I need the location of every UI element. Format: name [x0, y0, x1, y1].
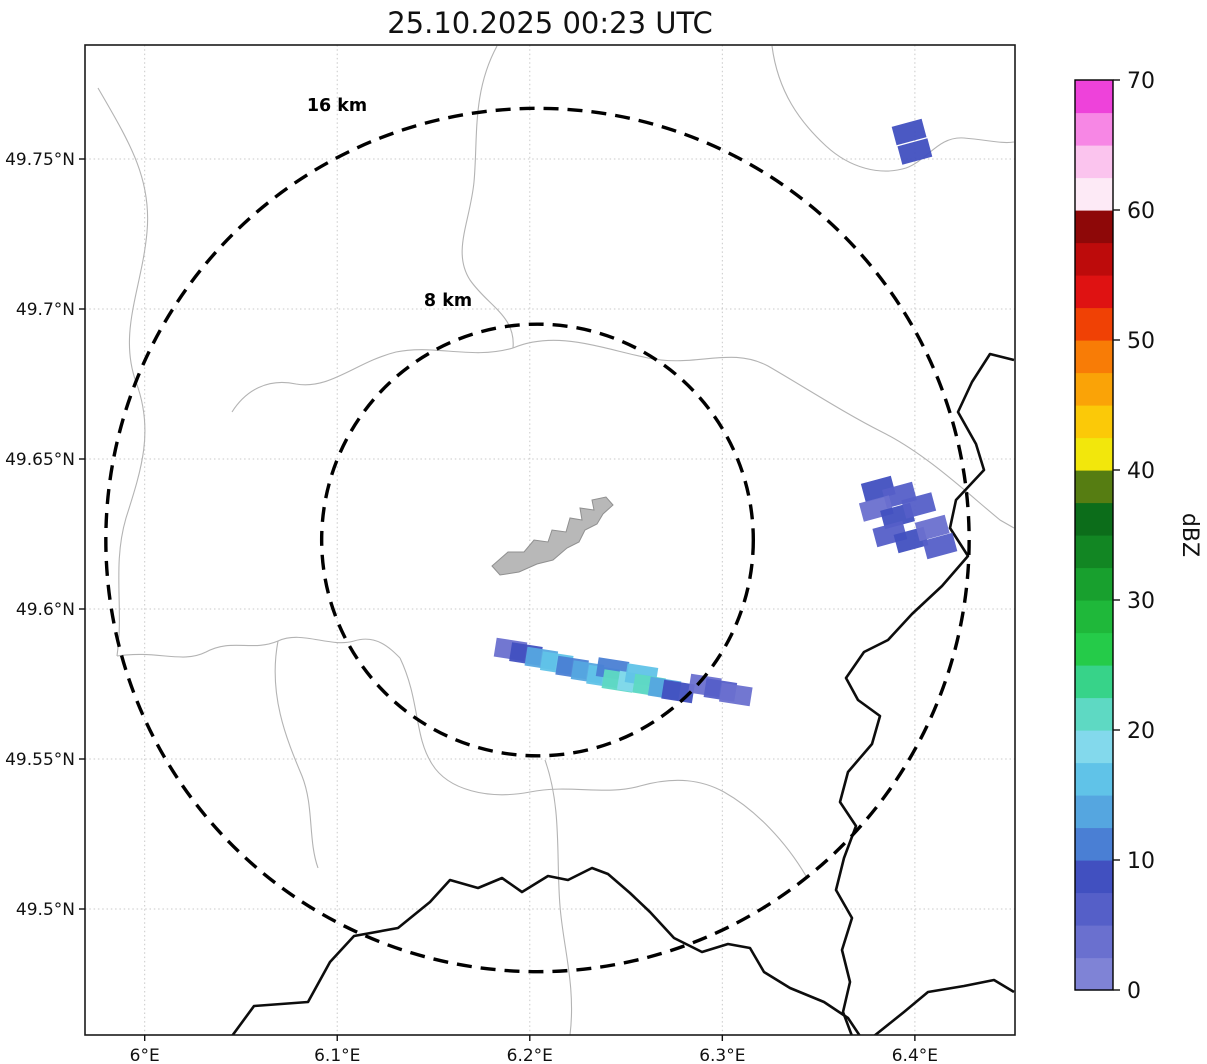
colorbar-tick-label: 70: [1127, 69, 1155, 94]
colorbar-tick-label: 60: [1127, 199, 1155, 224]
y-tick-label: 49.55°N: [5, 750, 75, 770]
range-ring-layer: 8 km 16 km: [104, 96, 971, 974]
colorbar-segment: [1075, 177, 1113, 211]
y-tick-label: 49.75°N: [5, 150, 75, 170]
colorbar-segment: [1075, 437, 1113, 471]
colorbar-segment: [1075, 405, 1113, 439]
radar-echo-cell: [897, 138, 933, 165]
colorbar-segment: [1075, 665, 1113, 699]
colorbar-tick-label: 30: [1127, 589, 1155, 614]
y-tick-label: 49.65°N: [5, 450, 75, 470]
admin-border-line: [399, 657, 807, 877]
admin-border-line: [544, 759, 573, 1035]
range-ring-label: 16 km: [307, 96, 367, 116]
colorbar-segment: [1075, 567, 1113, 601]
plot-frame: [84, 44, 1016, 1036]
colorbar-segment: [1075, 372, 1113, 406]
colorbar-segment: [1075, 925, 1113, 959]
colorbar-tick-label: 50: [1127, 329, 1155, 354]
country-border-southeast: [873, 978, 1015, 1035]
country-border-south: [231, 866, 861, 1035]
colorbar-segment: [1075, 697, 1113, 731]
colorbar-segment: [1075, 145, 1113, 179]
colorbar-segment: [1075, 535, 1113, 569]
colorbar-segment: [1075, 80, 1113, 114]
x-tick-label: 6.4°E: [892, 1046, 938, 1064]
river-moselle: [834, 352, 1015, 1035]
admin-border-line: [231, 347, 514, 413]
colorbar-tick-label: 20: [1127, 719, 1155, 744]
figure-title: 25.10.2025 00:23 UTC: [387, 6, 713, 40]
colorbar-segment: [1075, 210, 1113, 244]
y-tick-label: 49.7°N: [16, 300, 75, 320]
radar-echo-layer: [493, 118, 958, 707]
colorbar-segment: [1075, 275, 1113, 309]
colorbar-tick-label: 10: [1127, 849, 1155, 874]
range-ring: [104, 106, 971, 974]
colorbar-tick-label: 0: [1127, 979, 1141, 1004]
y-tick-label: 49.5°N: [16, 900, 75, 920]
x-tick-label: 6.1°E: [314, 1046, 360, 1064]
colorbar-segment: [1075, 762, 1113, 796]
radar-echo-cell: [901, 492, 937, 519]
colorbar-segment: [1075, 242, 1113, 276]
colorbar: 0 10 20 30 40 50 60 70: [1074, 69, 1155, 1004]
colorbar-segment: [1075, 502, 1113, 536]
radar-echo-cell: [891, 118, 927, 146]
colorbar-segment: [1075, 340, 1113, 374]
x-tick-label: 6.3°E: [699, 1046, 745, 1064]
admin-border-line: [274, 640, 319, 869]
colorbar-segment: [1075, 957, 1113, 991]
range-ring-label: 8 km: [424, 291, 472, 311]
colorbar-tick-label: 40: [1127, 459, 1155, 484]
airport-outline: [491, 496, 614, 576]
country-borders-layer: [231, 352, 1015, 1035]
admin-border-line: [512, 339, 1015, 529]
axis-tick-layer: 6°E 6.1°E 6.2°E 6.3°E 6.4°E 49.5°N 49.55°N 49.6…: [5, 150, 938, 1064]
y-tick-label: 49.6°N: [16, 600, 75, 620]
colorbar-segment: [1075, 632, 1113, 666]
radar-echo-cell: [719, 682, 753, 707]
colorbar-segment: [1075, 307, 1113, 341]
x-tick-label: 6°E: [130, 1046, 160, 1064]
x-tick-label: 6.2°E: [507, 1046, 553, 1064]
colorbar-segment: [1075, 827, 1113, 861]
admin-border-line: [771, 45, 1015, 172]
colorbar-segment: [1075, 795, 1113, 829]
colorbar-segment: [1075, 730, 1113, 764]
colorbar-segment: [1075, 892, 1113, 926]
colorbar-segment: [1075, 112, 1113, 146]
radar-echo-cell: [922, 532, 958, 560]
colorbar-axis-label: dBZ: [1177, 513, 1202, 557]
colorbar-segment: [1075, 860, 1113, 894]
admin-border-line: [461, 45, 514, 349]
range-ring: [319, 322, 756, 758]
radar-echo-cell: [914, 514, 950, 542]
colorbar-segment: [1075, 470, 1113, 504]
colorbar-segment: [1075, 600, 1113, 634]
colorbar-frame: [1074, 79, 1114, 991]
